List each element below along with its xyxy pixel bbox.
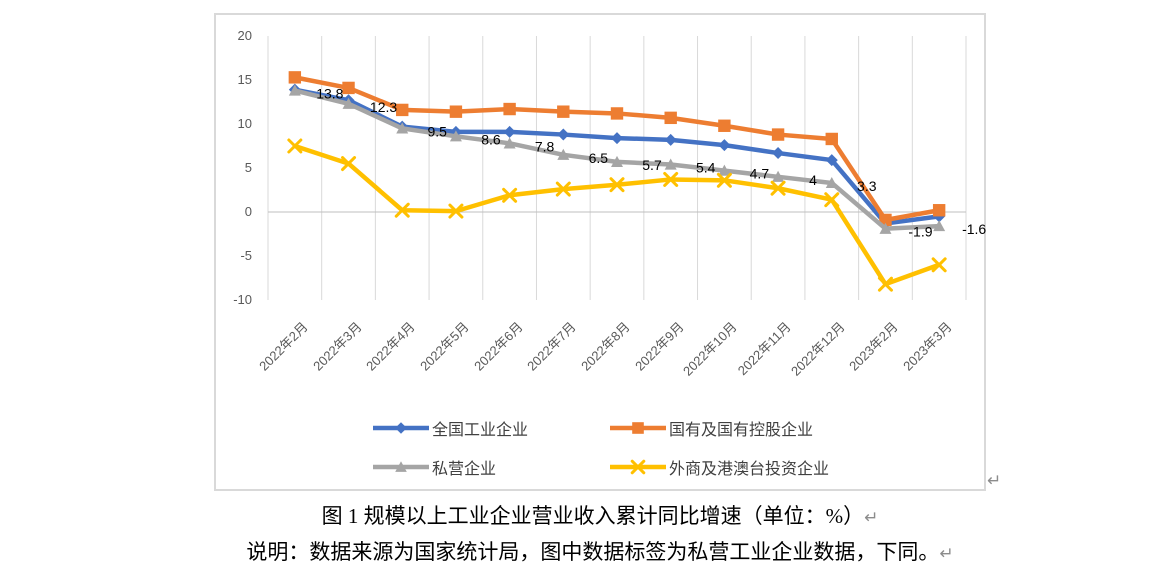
legend-marker-shape-private: [395, 461, 407, 472]
plot-area: 13.8 12.3 9.5 8.6 7.8 6.5 5.7 5.4 4.7 4 3.3 -1.9 -1.…: [267, 36, 986, 300]
series-marker-state-owned: [449, 105, 463, 118]
series-marker-state-owned: [396, 103, 409, 117]
series-marker-private: [342, 97, 355, 109]
series-marker-state-owned: [825, 132, 838, 146]
series-marker-foreign-hk-macao-taiwan: [394, 202, 410, 218]
legend-label-state-owned: 国有及国有控股企业: [669, 422, 814, 439]
series-marker-private: [611, 155, 623, 167]
series-marker-private: [664, 158, 677, 170]
series-marker-national-industrial: [557, 128, 570, 141]
legend-marker-foreign-icon: [610, 459, 666, 475]
figure-caption-text: 图 1 规模以上工业企业营业收入累计同比增速（单位：%）: [321, 504, 865, 528]
series-marker-state-owned: [288, 71, 302, 84]
series-marker-foreign-hk-macao-taiwan: [555, 181, 571, 197]
figure-caption: 图 1 规模以上工业企业营业收入累计同比增速（单位：%）↵: [0, 500, 1155, 530]
data-label-private: 3.3: [857, 178, 877, 194]
y-tick-label: 5: [244, 160, 252, 175]
legend-swatch-svg-state-owned: [610, 422, 666, 434]
legend-item-foreign: 外商及港澳台投资企业: [610, 457, 830, 478]
series-marker-state-owned: [879, 213, 892, 227]
legend-item-state-owned: 国有及国有控股企业: [610, 418, 814, 439]
y-tick-label: 10: [237, 116, 252, 131]
legend-marker-state-owned-icon: [610, 421, 666, 435]
series-marker-state-owned: [771, 128, 785, 141]
series-marker-state-owned: [610, 107, 624, 120]
series-marker-private: [879, 222, 892, 234]
series-marker-foreign-hk-macao-taiwan: [824, 192, 840, 208]
series-marker-state-owned: [932, 204, 946, 217]
series-marker-private: [503, 137, 516, 149]
data-label-private: 13.8: [316, 86, 343, 102]
data-label-private: 4.7: [750, 166, 770, 182]
legend-swatch-svg-foreign-hk-macao-taiwan: [610, 459, 666, 475]
series-marker-state-owned: [557, 105, 570, 118]
series-marker-state-owned: [342, 81, 355, 95]
series-marker-national-industrial: [718, 139, 731, 152]
series-marker-foreign-hk-macao-taiwan: [502, 187, 518, 203]
y-tick-label: -5: [240, 248, 252, 263]
series-marker-foreign-hk-macao-taiwan: [663, 171, 679, 187]
series-marker-foreign-hk-macao-taiwan: [341, 156, 357, 172]
embedded-chart-object: 13.8 12.3 9.5 8.6 7.8 6.5 5.7 5.4 4.7 4 3.3 -1.9 -1.…: [214, 13, 986, 491]
legend-label-national-industrial: 全国工业企业: [432, 422, 529, 439]
legend-item-national-industrial: 全国工业企业: [373, 418, 529, 439]
note-return-mark: ↵: [939, 544, 954, 563]
series-marker-private: [718, 164, 731, 176]
y-tick-label: -10: [233, 292, 252, 307]
legend-swatch-svg-private: [373, 461, 429, 472]
series-marker-private: [825, 176, 838, 189]
legend-marker-shape-state-owned: [632, 422, 644, 434]
series-marker-state-owned: [503, 102, 516, 116]
series-marker-private: [396, 122, 409, 134]
legend-item-private: 私营企业: [373, 457, 497, 478]
data-label-private: -1.9: [908, 224, 932, 240]
series-marker-private: [933, 220, 946, 232]
data-label-private: 4: [809, 172, 817, 188]
data-label-private: 6.5: [589, 150, 609, 166]
legend-marker-national-industrial-icon: [373, 421, 429, 435]
series-marker-foreign-hk-macao-taiwan: [609, 177, 625, 193]
series-marker-private: [557, 148, 570, 160]
caption-return-mark: ↵: [864, 508, 879, 527]
series-marker-national-industrial: [503, 125, 516, 138]
series-marker-state-owned: [664, 111, 677, 125]
figure-note: 说明：数据来源为国家统计局，图中数据标签为私营工业企业数据，下同。↵: [0, 536, 1155, 566]
series-marker-foreign-hk-macao-taiwan: [770, 180, 786, 196]
series-marker-national-industrial: [664, 133, 677, 146]
data-label-private: 9.5: [427, 123, 447, 139]
legend-marker-private-icon: [373, 460, 429, 474]
series-marker-national-industrial: [611, 132, 623, 145]
y-tick-label: 20: [237, 28, 252, 43]
series-marker-foreign-hk-macao-taiwan: [448, 203, 464, 219]
data-label-private: -1.6: [962, 221, 986, 237]
series-marker-foreign-hk-macao-taiwan: [931, 257, 947, 273]
data-label-private: 8.6: [481, 131, 501, 147]
series-marker-private: [288, 84, 301, 96]
legend-marker-shape-foreign-hk-macao-taiwan: [630, 459, 646, 475]
series-marker-national-industrial: [772, 147, 785, 160]
legend-swatch-svg-national-industrial: [373, 422, 429, 434]
y-tick-label: 0: [244, 204, 252, 219]
data-label-private: 5.4: [696, 159, 716, 175]
series-marker-state-owned: [718, 119, 731, 132]
series-marker-foreign-hk-macao-taiwan: [877, 276, 893, 292]
series-marker-private: [449, 130, 462, 142]
series-marker-foreign-hk-macao-taiwan: [716, 172, 732, 188]
series-marker-private: [772, 170, 785, 182]
series-marker-national-industrial: [825, 154, 838, 167]
y-tick-label: 15: [237, 72, 252, 87]
figure-note-text: 说明：数据来源为国家统计局，图中数据标签为私营工业企业数据，下同。: [246, 540, 940, 564]
series-marker-foreign-hk-macao-taiwan: [287, 138, 303, 154]
data-label-private: 7.8: [535, 138, 555, 154]
paragraph-return-mark: ↵: [987, 471, 1002, 490]
legend-marker-shape-national-industrial: [395, 422, 407, 434]
legend-label-private: 私营企业: [432, 461, 497, 478]
data-label-private: 12.3: [370, 99, 397, 115]
legend-label-foreign: 外商及港澳台投资企业: [669, 461, 830, 478]
data-label-private: 5.7: [642, 157, 662, 173]
